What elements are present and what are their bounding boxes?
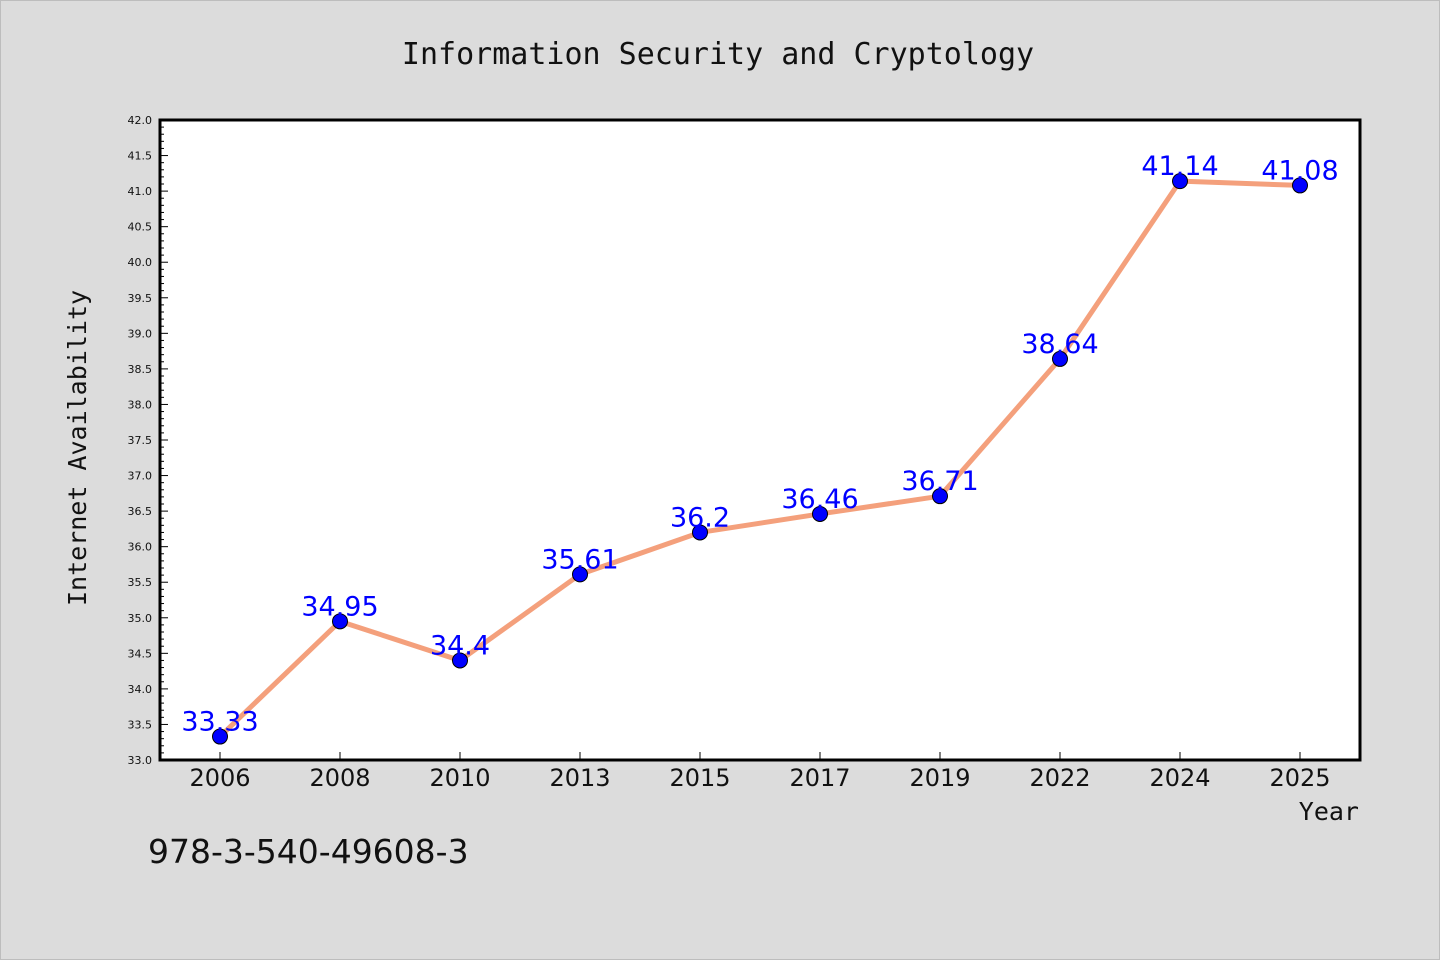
y-tick-label: 36.0	[128, 541, 153, 554]
x-tick-label: 2010	[429, 764, 490, 792]
data-point	[1172, 173, 1188, 190]
y-tick-label: 33.5	[128, 718, 153, 731]
y-tick-label: 34.0	[128, 683, 153, 696]
x-tick-label: 2017	[789, 764, 850, 792]
data-point	[1052, 350, 1068, 367]
data-label: 41.08	[1261, 155, 1338, 186]
data-label: 36.46	[781, 484, 858, 515]
data-label: 36.2	[670, 502, 730, 533]
plot-area	[158, 118, 1362, 762]
data-point	[692, 524, 708, 541]
y-tick-label: 35.0	[128, 612, 153, 625]
data-point	[452, 652, 468, 669]
data-labels: 33.33 34.95 34.4 35.61 36.2 36.46 36.71 38.64 41…	[181, 151, 1338, 737]
data-point	[1292, 177, 1308, 194]
y-tick-label: 40.0	[128, 256, 153, 269]
x-tick-label: 2024	[1149, 764, 1210, 792]
y-axis-ticks: 33.0 33.5 34.0 34.5 35.0 35.5 36.0 36.5 37.0 37.5…	[128, 114, 168, 767]
x-tick-label: 2008	[309, 764, 370, 792]
x-tick-label: 2013	[549, 764, 610, 792]
data-label: 36.71	[901, 466, 978, 497]
x-tick-label: 2022	[1029, 764, 1090, 792]
y-tick-label: 37.5	[128, 434, 153, 447]
y-tick-label: 42.0	[128, 114, 153, 127]
x-tick-label: 2006	[189, 764, 250, 792]
data-point	[212, 728, 228, 745]
y-tick-label: 41.5	[128, 150, 153, 163]
data-point	[932, 488, 948, 505]
data-label: 33.33	[181, 707, 258, 738]
y-tick-label: 37.0	[128, 470, 153, 483]
y-tick-label: 39.0	[128, 327, 153, 340]
caption: 978-3-540-49608-3	[148, 832, 469, 871]
series-layer	[212, 173, 1308, 745]
data-label: 41.14	[1141, 151, 1218, 182]
data-point	[332, 613, 348, 630]
data-point	[812, 505, 828, 522]
data-label: 38.64	[1021, 329, 1098, 360]
y-tick-label: 34.5	[128, 647, 153, 660]
y-tick-label: 33.0	[128, 754, 153, 767]
x-axis-ticks: 2006 2008 2010 2013 2015 2017 2019 2022 2024 2025	[189, 752, 1331, 792]
y-tick-label: 39.5	[128, 292, 153, 305]
x-tick-label: 2025	[1269, 764, 1330, 792]
data-label: 35.61	[541, 544, 618, 575]
data-point	[572, 566, 588, 583]
chart-title: Information Security and Cryptology	[402, 37, 1034, 72]
y-tick-label: 35.5	[128, 576, 153, 589]
y-axis-label: Internet Availability	[63, 290, 92, 606]
x-tick-label: 2019	[909, 764, 970, 792]
data-label: 34.4	[430, 630, 490, 661]
x-axis-label: Year	[1299, 797, 1359, 826]
y-tick-label: 36.5	[128, 505, 153, 518]
y-tick-label: 38.5	[128, 363, 153, 376]
x-tick-label: 2015	[669, 764, 730, 792]
y-tick-label: 40.5	[128, 221, 153, 234]
y-tick-label: 41.0	[128, 185, 153, 198]
series-line	[217, 178, 1303, 740]
y-tick-label: 38.0	[128, 398, 153, 411]
data-label: 34.95	[301, 591, 378, 622]
